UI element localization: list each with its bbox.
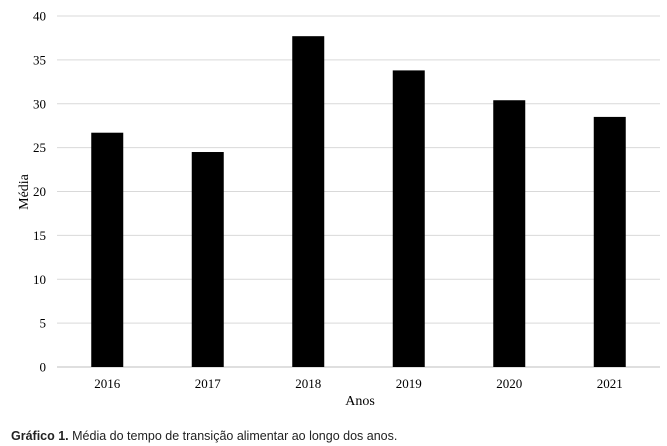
y-axis-title: Média [17,173,32,210]
y-tick-label: 20 [33,184,46,199]
caption-label: Gráfico 1. [11,429,69,443]
x-tick-labels: 2016 2017 2018 2019 2020 2021 [94,376,623,391]
y-tick-label: 10 [33,272,46,287]
x-tick-label: 2019 [396,376,422,391]
bar-2018 [292,36,325,368]
y-tick-label: 35 [33,52,46,67]
x-tick-label: 2016 [94,376,121,391]
x-tick-label: 2017 [195,376,222,391]
y-tick-label: 25 [33,140,46,155]
bar-2017 [191,152,224,367]
bar-2016 [91,132,124,367]
bar-2021 [593,116,626,367]
y-tick-labels: 0 5 10 15 20 25 30 35 40 [33,9,46,375]
x-tick-label: 2018 [295,376,321,391]
bar-2020 [493,100,526,368]
y-tick-label: 15 [33,228,46,243]
y-tick-label: 40 [33,9,46,24]
x-tick-label: 2021 [597,376,623,391]
bar-2019 [392,70,425,367]
y-tick-label: 0 [40,360,47,375]
bars [91,36,626,368]
x-axis-title: Anos [345,394,375,409]
bar-chart: 0 5 10 15 20 25 30 35 40 2016 2017 2018 2019 2020 202… [17,9,660,409]
y-tick-label: 30 [33,96,46,111]
figure-caption: Gráfico 1. Média do tempo de transição a… [11,429,397,443]
y-tick-label: 5 [40,316,47,331]
caption-text: Média do tempo de transição alimentar ao… [68,429,398,443]
grid-lines [57,15,660,368]
x-tick-label: 2020 [496,376,522,391]
